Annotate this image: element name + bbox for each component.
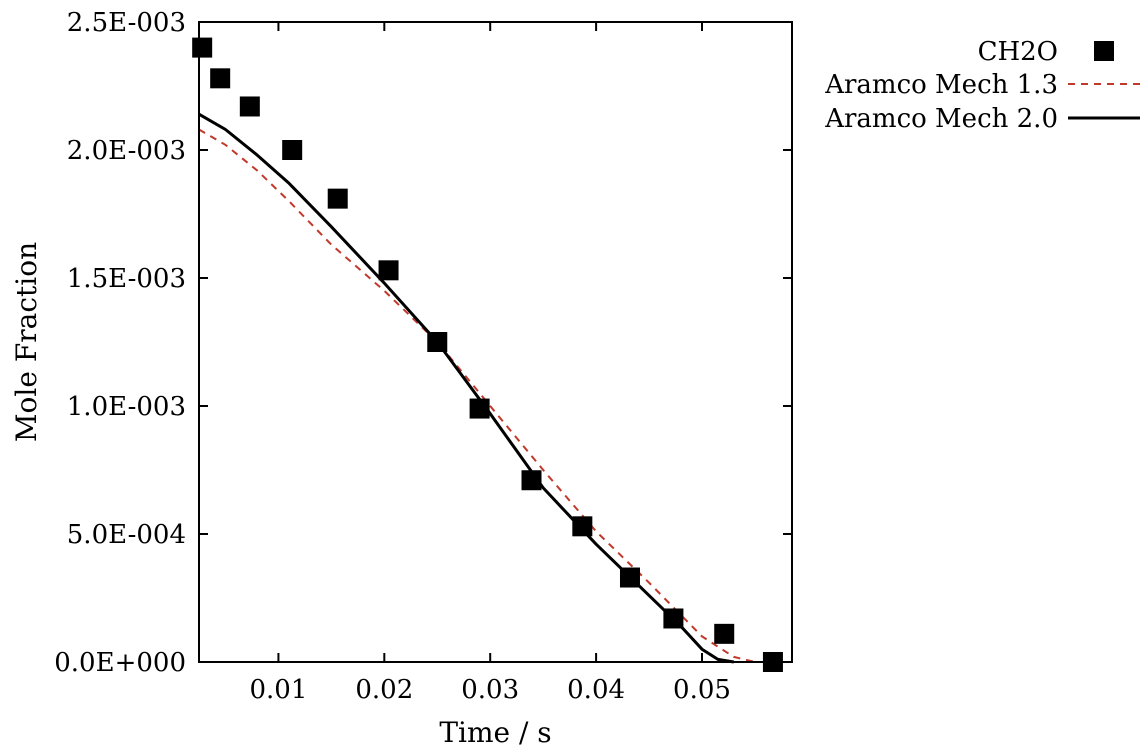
series-line-aramco-mech-2-0 [198, 112, 735, 664]
y-tick-label: 1.0E-003 [67, 392, 186, 422]
y-tick-label: 2.5E-003 [67, 8, 186, 38]
plot-frame [198, 21, 793, 663]
y-axis: 0.0E+000 5.0E-004 1.0E-003 1.5E-003 2.0E-003… [54, 8, 792, 678]
y-tick-label: 0.0E+000 [54, 648, 186, 678]
legend-label: CH2O [978, 37, 1058, 67]
x-axis-label: Time / s [439, 716, 551, 749]
data-point [210, 68, 231, 89]
data-point [619, 567, 640, 588]
data-point [714, 623, 735, 644]
x-tick-label: 0.04 [567, 675, 625, 705]
data-point [572, 516, 593, 537]
data-point [663, 608, 684, 629]
x-axis: 0.01 0.02 0.03 0.04 0.05 [249, 22, 731, 705]
data-point [327, 188, 348, 209]
y-tick-label: 5.0E-004 [67, 520, 186, 550]
legend-label: Aramco Mech 2.0 [824, 104, 1058, 134]
series-line-aramco-mech-1-3 [198, 128, 756, 663]
plot-content [192, 37, 783, 672]
data-point [192, 37, 213, 58]
x-tick-label: 0.02 [355, 675, 413, 705]
y-axis-label: Mole Fraction [10, 242, 43, 442]
data-point [469, 398, 490, 419]
x-tick-label: 0.01 [249, 675, 307, 705]
data-point [282, 140, 303, 160]
legend-marker-square [1094, 41, 1114, 61]
data-point [378, 260, 399, 281]
x-tick-label: 0.03 [461, 675, 519, 705]
y-tick-label: 2.0E-003 [67, 136, 186, 166]
y-tick-label: 1.5E-003 [67, 264, 186, 294]
data-point [239, 96, 260, 117]
x-tick-label: 0.05 [673, 675, 731, 705]
data-point [521, 470, 542, 491]
legend-label: Aramco Mech 1.3 [824, 70, 1058, 100]
data-point [427, 332, 448, 352]
